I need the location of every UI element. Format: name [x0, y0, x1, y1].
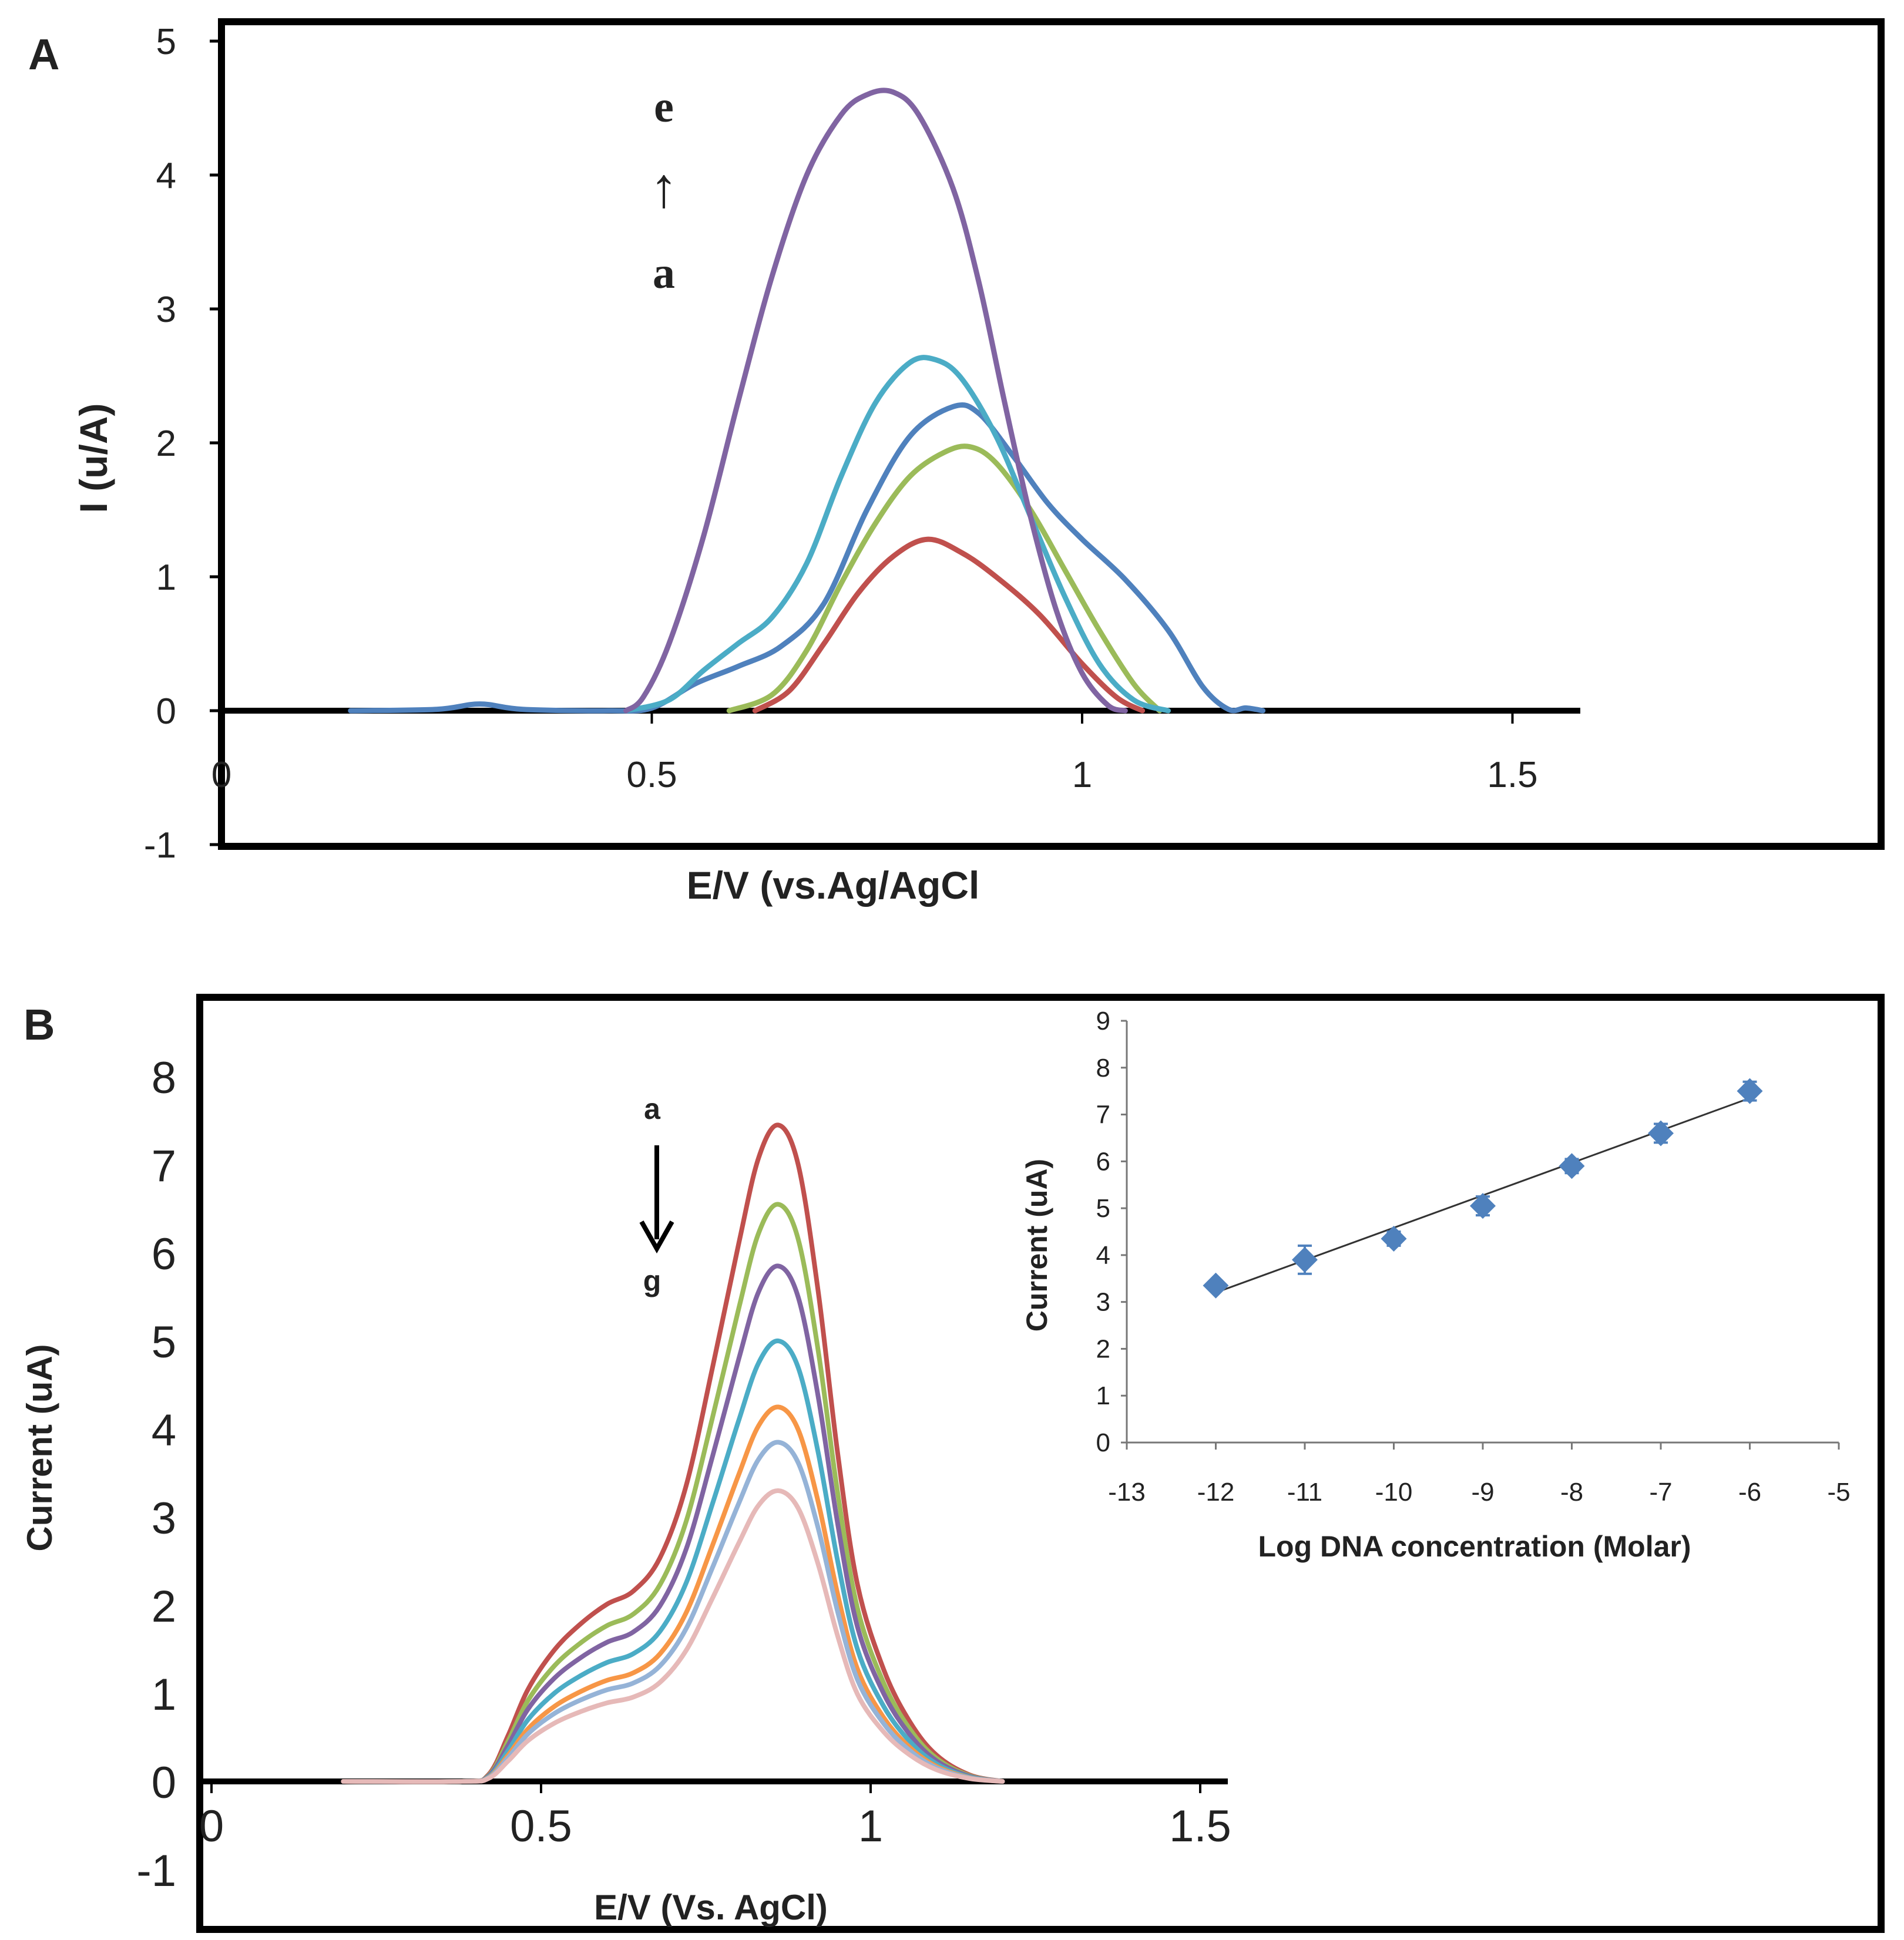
panel-b-y-tick-label: -1 [136, 1846, 176, 1896]
panel-a-series-c [348, 402, 1266, 714]
inset-data-point [1381, 1225, 1407, 1252]
panel-b-series-d [341, 1339, 1005, 1784]
inset-data-point [1203, 1272, 1229, 1299]
panel-b-series-a [341, 1122, 1005, 1784]
panel-a-x-axis-label: E/V (vs.Ag/AgCl [687, 863, 980, 907]
panel-a-y-tick-label: 0 [156, 691, 176, 732]
inset-y-tick-label: 9 [1096, 1007, 1110, 1035]
panel-a-y-tick-label: 3 [156, 290, 176, 330]
panel-b: B 8 7 6 5 4 3 2 1 0 -1 0 0.5 1 1.5 a g E/V (Vs. AgCl… [20, 994, 1885, 1933]
panel-a-x-tick-label: 1.5 [1487, 755, 1537, 795]
panel-a-series-e [623, 88, 1128, 714]
panel-a-series-b [726, 443, 1163, 714]
panel-b-x-ticks: 0 0.5 1 1.5 [199, 1781, 1231, 1851]
panel-a-annotation-top: e [654, 82, 674, 132]
inset-y-tick-label: 1 [1096, 1381, 1110, 1410]
panel-b-curves [341, 1122, 1005, 1784]
panel-a-annotation-bottom: a [653, 248, 675, 298]
inset-y-tick-label: 8 [1096, 1054, 1110, 1082]
inset-x-tick-label: -11 [1287, 1478, 1322, 1507]
inset-x-ticks: -13 -12 -11 -10 -9 -8 -7 -6 -5 [1108, 1443, 1851, 1507]
panel-b-annotation-bottom: g [643, 1265, 661, 1297]
panel-b-x-axis-label: E/V (Vs. AgCl) [594, 1888, 828, 1927]
panel-a-y-tick-label: -1 [144, 825, 176, 866]
inset-y-axis-label: Current (uA) [1020, 1159, 1053, 1332]
panel-a-y-axis-label: I (u/A) [72, 404, 115, 513]
inset-y-tick-label: 5 [1096, 1194, 1110, 1223]
inset-x-tick-label: -12 [1197, 1478, 1235, 1507]
panel-a-frame [218, 18, 1885, 850]
inset-y-ticks: 9 8 7 6 5 4 3 2 1 0 [1096, 1007, 1127, 1457]
inset-x-axis-label: Log DNA concentration (Molar) [1258, 1530, 1691, 1563]
inset-y-tick-label: 6 [1096, 1147, 1110, 1176]
panel-a-series-a [752, 536, 1146, 714]
panel-b-y-tick-label: 1 [152, 1670, 176, 1720]
inset-x-tick-label: -5 [1827, 1478, 1850, 1507]
panel-b-x-tick-label: 0.5 [510, 1801, 572, 1851]
inset-y-tick-label: 7 [1096, 1101, 1110, 1129]
panel-a-y-tick-label: 4 [156, 156, 176, 196]
panel-b-y-axis-label: Current (uA) [20, 1344, 59, 1551]
panel-b-x-tick-label: 1.5 [1169, 1801, 1231, 1851]
inset-x-tick-label: -9 [1471, 1478, 1494, 1507]
panel-b-series-b [341, 1202, 1005, 1784]
panel-b-label: B [23, 1000, 55, 1049]
panel-a-x-tick-label: 0.5 [626, 755, 677, 795]
panel-b-series-e [341, 1404, 1005, 1784]
panel-b-y-tick-label: 8 [152, 1053, 176, 1103]
inset-x-tick-label: -8 [1560, 1478, 1583, 1507]
panel-b-series-f [341, 1440, 1005, 1784]
inset-data-point [1737, 1078, 1763, 1104]
inset-data-marks [1203, 1078, 1763, 1299]
panel-b-inset-chart: 9 8 7 6 5 4 3 2 1 0 -13 -12 -11 -10 -9 -8 -7 -6 -5 Log DN… [1020, 1007, 1851, 1563]
panel-b-y-tick-label: 4 [152, 1406, 176, 1455]
inset-y-tick-label: 0 [1096, 1428, 1110, 1457]
panel-b-x-tick-label: 0 [199, 1801, 224, 1851]
panel-a-x-tick-label: 0 [211, 755, 231, 795]
panel-a-series-d [623, 355, 1171, 714]
panel-a-y-tick-label: 1 [156, 557, 176, 598]
panel-b-y-tick-label: 2 [152, 1582, 176, 1632]
inset-y-tick-label: 3 [1096, 1288, 1110, 1317]
panel-a-y-ticks: 5 4 3 2 1 0 -1 [144, 22, 221, 866]
panel-b-series-g [341, 1488, 1005, 1784]
panel-b-y-ticks: 8 7 6 5 4 3 2 1 0 -1 [136, 1053, 176, 1896]
inset-x-tick-label: -6 [1738, 1478, 1761, 1507]
inset-x-tick-label: -13 [1108, 1478, 1146, 1507]
panel-a-label: A [28, 30, 59, 79]
panel-a-y-tick-label: 5 [156, 22, 176, 62]
panel-a-y-tick-label: 2 [156, 423, 176, 464]
panel-b-annotation-top: a [644, 1092, 661, 1125]
panel-b-x-tick-label: 1 [858, 1801, 883, 1851]
panel-a-x-ticks: 0 0.5 1 1.5 [211, 711, 1538, 795]
panel-b-series-c [341, 1263, 1005, 1784]
panel-a-curves [348, 88, 1266, 714]
panel-b-frame [196, 994, 1885, 1933]
inset-data-point [1559, 1153, 1585, 1179]
panel-b-y-tick-label: 3 [152, 1494, 176, 1544]
inset-data-point [1648, 1120, 1674, 1146]
panel-a-annotation-arrow: ↑ [650, 156, 678, 219]
panel-b-annotation-arrow-head [639, 1221, 674, 1254]
panel-a: A 5 4 3 2 1 0 -1 0 0.5 1 1.5 e ↑ a E/V (vs.Ag/AgC… [28, 18, 1885, 907]
inset-y-tick-label: 4 [1096, 1241, 1110, 1270]
panel-b-y-tick-label: 0 [152, 1758, 176, 1808]
inset-x-tick-label: -10 [1375, 1478, 1413, 1507]
panel-b-y-tick-label: 6 [152, 1229, 176, 1279]
inset-x-tick-label: -7 [1649, 1478, 1672, 1507]
panel-b-y-tick-label: 5 [152, 1317, 176, 1367]
inset-y-tick-label: 2 [1096, 1334, 1110, 1363]
inset-data-point [1470, 1193, 1496, 1219]
panel-b-y-tick-label: 7 [152, 1141, 176, 1191]
inset-data-point [1292, 1246, 1318, 1273]
panel-a-x-tick-label: 1 [1072, 755, 1092, 795]
